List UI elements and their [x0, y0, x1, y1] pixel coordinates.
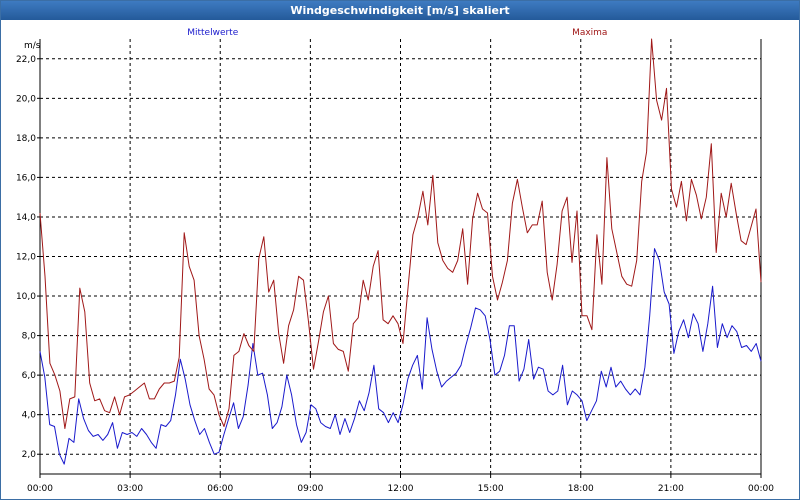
- x-tick-time-label: 06:00: [207, 484, 233, 494]
- y-tick-label: 6,0: [22, 371, 37, 381]
- x-tick-time-label: 03:00: [117, 484, 143, 494]
- y-axis-label: m/s: [24, 41, 41, 51]
- x-tick-time-label: 00:00: [27, 484, 53, 494]
- y-tick-label: 4,0: [22, 411, 37, 421]
- labels: 2,0 4,0 6,0 8,0 10,0 12,0 14,0 16,0 18,0 20,0 22,0…: [16, 28, 774, 494]
- x-tick-time-label: 12:00: [388, 484, 414, 494]
- y-tick-label: 22,0: [16, 55, 36, 65]
- y-tick-label: 2,0: [22, 450, 37, 460]
- series-line-mittelwerte: [39, 248, 762, 465]
- x-tick-time-label: 09:00: [297, 484, 323, 494]
- x-tick-time-label: 21:00: [658, 484, 684, 494]
- grid: [40, 39, 761, 474]
- x-tick-time-label: 18:00: [568, 484, 594, 494]
- y-tick-label: 14,0: [16, 213, 36, 223]
- axes: [37, 39, 762, 478]
- x-tick-time-label: 00:00: [748, 484, 774, 494]
- y-tick-label: 12,0: [16, 253, 36, 263]
- legend-label-mittelwerte: Mittelwerte: [187, 28, 238, 38]
- window-titlebar: Windgeschwindigkeit [m/s] skaliert: [1, 1, 799, 20]
- legend-label-maxima: Maxima: [572, 28, 607, 38]
- y-tick-label: 16,0: [16, 173, 36, 183]
- wind-speed-chart: 2,0 4,0 6,0 8,0 10,0 12,0 14,0 16,0 18,0 20,0 22,0…: [16, 28, 774, 494]
- series-line-maxima: [39, 38, 762, 429]
- y-tick-label: 20,0: [16, 94, 36, 104]
- y-tick-label: 8,0: [22, 332, 37, 342]
- y-tick-label: 18,0: [16, 134, 36, 144]
- series: [39, 38, 762, 465]
- x-tick-time-label: 15:00: [478, 484, 504, 494]
- y-tick-label: 10,0: [16, 292, 36, 302]
